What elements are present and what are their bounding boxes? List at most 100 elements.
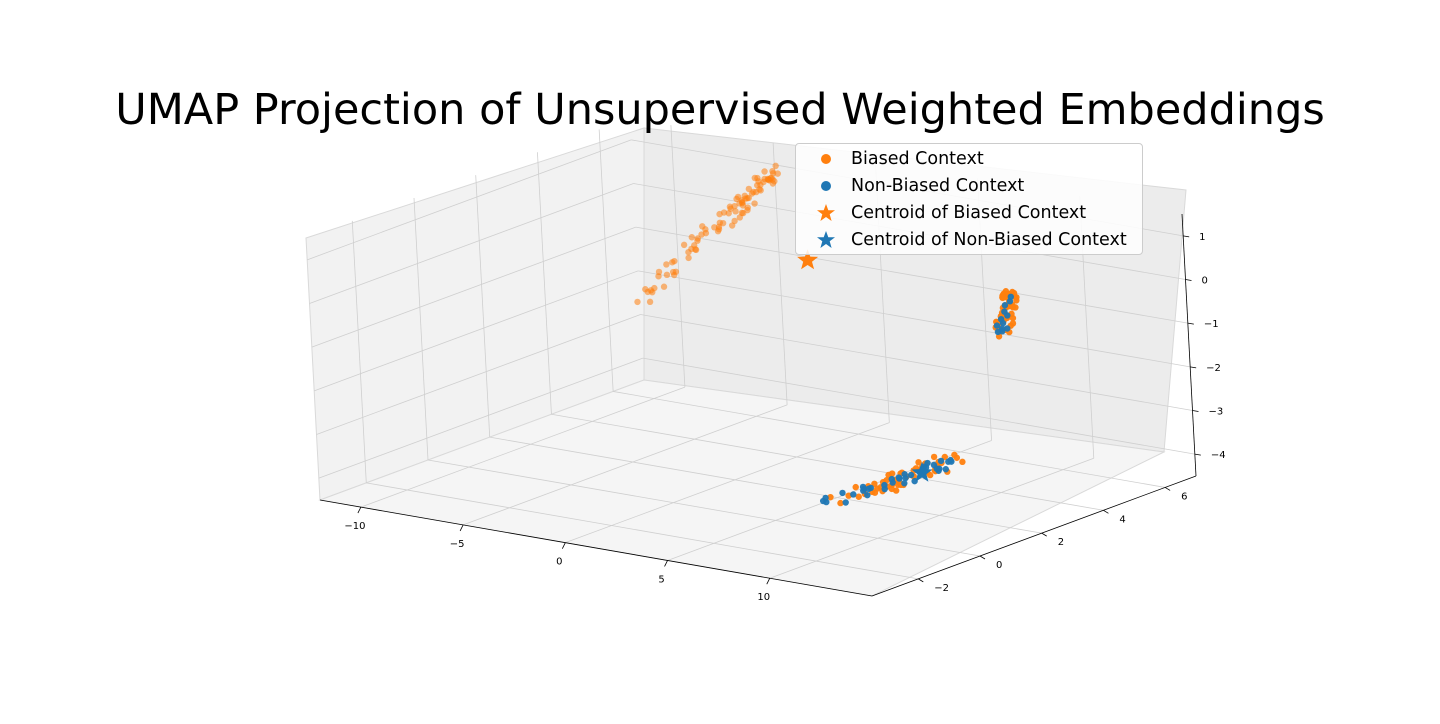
x-tick-mark (561, 542, 566, 549)
x-tick-label: 10 (757, 592, 770, 603)
z-tick-label: −1 (1204, 319, 1219, 330)
biased-point (771, 178, 778, 185)
grid-line-x-back (670, 125, 686, 388)
non-biased-point (881, 481, 888, 489)
grid-line-x-floor (360, 386, 686, 508)
y-tick-label: −2 (934, 583, 949, 594)
biased-point (716, 210, 723, 218)
biased-point (688, 245, 695, 253)
y-tick-label: 4 (1119, 514, 1125, 525)
grid-lines (307, 125, 1195, 580)
biased-point (1000, 293, 1007, 301)
grid-line-x-floor (565, 422, 890, 544)
legend-label-centroid-non-biased: Centroid of Non-Biased Context (851, 230, 1127, 250)
non-biased-point (937, 457, 945, 465)
non-biased-point (994, 328, 1002, 336)
biased-point (753, 182, 761, 189)
x-tick-mark (459, 524, 464, 532)
blue-circle-icon (821, 181, 831, 191)
biased-point (888, 485, 895, 493)
biased-point (731, 202, 738, 210)
x-tick-label: −5 (450, 539, 465, 550)
grid-line-z-left (307, 139, 632, 261)
y-tick-mark (1164, 487, 1171, 491)
biased-point (728, 222, 736, 229)
chart-title: UMAP Projection of Unsupervised Weighted… (115, 85, 1325, 135)
z-tick-mark (1185, 279, 1192, 281)
grid-line-x-floor (769, 457, 1094, 579)
biased-point (855, 493, 862, 500)
grid-line-x-back (772, 142, 788, 405)
non-biased-point (1004, 325, 1011, 332)
biased-point (1009, 314, 1017, 322)
non-biased-point (864, 491, 871, 499)
z-tick-label: 0 (1202, 276, 1208, 287)
legend: Biased Context Non-Biased Context Centro… (795, 143, 1143, 255)
biased-point (745, 185, 753, 193)
z-tick-label: 1 (1199, 232, 1205, 243)
grid-line-z-back (642, 357, 1195, 455)
centroid-biased-star (797, 249, 819, 270)
y-tick-label: 0 (996, 560, 1002, 571)
biased-point (766, 177, 773, 184)
biased-point (655, 268, 663, 276)
grid-line-z-left (314, 270, 639, 392)
orange-circle-icon (821, 154, 831, 164)
centroid-non-biased-star (911, 461, 933, 482)
grid-line-y-left (413, 197, 429, 461)
non-biased-point (895, 474, 903, 481)
y-tick-mark (1103, 509, 1109, 514)
non-biased-point (1004, 312, 1011, 319)
biased-point (871, 489, 879, 496)
biased-point (772, 162, 779, 170)
grid-line-z-left (309, 183, 634, 304)
non-biased-point (819, 497, 827, 505)
x-tick-mark (664, 560, 668, 567)
grid-line-y-left (351, 220, 367, 483)
legend-label-biased: Biased Context (851, 149, 984, 169)
non-biased-point (901, 480, 908, 487)
biased-point (702, 226, 709, 233)
biased-point (711, 224, 718, 231)
x-tick-label: 0 (556, 557, 562, 568)
grid-line-z-back (638, 270, 1191, 368)
biased-point (915, 459, 922, 466)
grid-line-y-floor (366, 482, 919, 580)
biased-point (660, 283, 668, 290)
blue-star-icon (817, 231, 835, 248)
biased-point (646, 298, 654, 306)
grid-line-z-left (318, 357, 643, 479)
non-biased-point (889, 479, 896, 486)
biased-point (760, 178, 767, 186)
biased-point (748, 190, 756, 197)
biased-point (663, 271, 671, 279)
non-biased-point (839, 489, 846, 497)
biased-point (698, 231, 705, 238)
z-tick-label: −4 (1211, 450, 1226, 461)
biased-point (827, 493, 834, 501)
biased-point (883, 477, 890, 484)
grid-line-y-floor (489, 436, 1042, 534)
biased-point (669, 268, 677, 276)
biased-point (685, 254, 692, 262)
grid-line-z-left (311, 226, 636, 348)
non-biased-point (948, 458, 955, 465)
biased-point (663, 261, 670, 268)
non-biased-point (867, 484, 875, 492)
z-axis-line (1181, 213, 1197, 477)
grid-line-y-left (598, 129, 614, 392)
z-tick-mark (1190, 366, 1197, 369)
biased-point (669, 259, 676, 266)
biased-point (634, 298, 641, 306)
legend-entry-centroid-biased: Centroid of Biased Context (796, 200, 1142, 226)
axis-lines (319, 213, 1197, 597)
grid-line-y-floor (427, 459, 981, 557)
biased-point (734, 193, 742, 201)
biased-point (774, 170, 781, 177)
y-tick-mark (1041, 532, 1047, 537)
biased-point (647, 287, 655, 294)
orange-star-icon (817, 204, 835, 221)
z-tick-label: −3 (1209, 407, 1224, 418)
